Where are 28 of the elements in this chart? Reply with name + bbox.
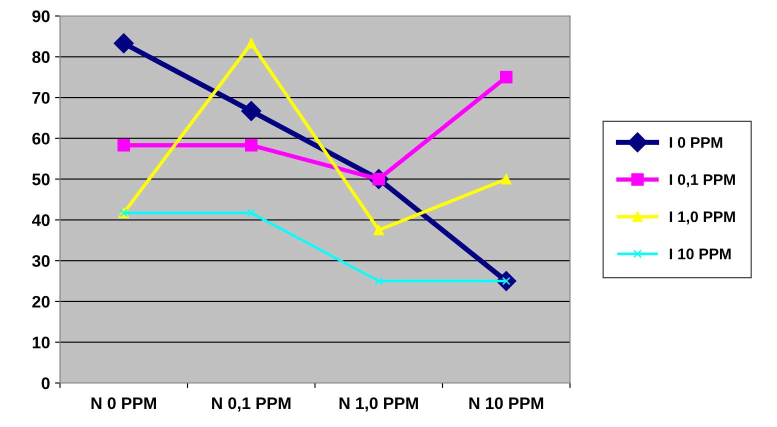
y-tick-label: 50	[32, 174, 50, 186]
point	[374, 276, 383, 286]
point	[245, 139, 258, 152]
x-tick-label: N 0 PPM	[92, 397, 156, 410]
y-tick-label: 70	[32, 92, 50, 104]
point	[241, 100, 262, 122]
y-tick-label: 10	[32, 336, 50, 348]
legend-label: I 10 PPM	[670, 248, 731, 260]
point	[114, 33, 134, 54]
legend-label: I 0 PPM	[670, 137, 722, 148]
y-tick-label: 0	[42, 377, 50, 390]
point	[374, 224, 384, 236]
point	[501, 174, 512, 184]
point	[247, 208, 256, 218]
y-tick-label: 80	[32, 51, 50, 63]
legend-label: I 1,0 PPM	[670, 211, 735, 224]
x-tick-label: N 0,1 PPM	[212, 397, 290, 412]
y-tick-label: 90	[32, 10, 50, 22]
x-tick-label: N 1,0 PPM	[340, 397, 418, 412]
legend-label: I 0,1 PPM	[670, 174, 735, 188]
x-tick-label: N 10 PPM	[469, 397, 544, 410]
y-tick-label: 20	[32, 296, 50, 308]
y-tick-label: 60	[32, 132, 50, 145]
point	[118, 139, 130, 152]
y-tick-label: 40	[32, 214, 50, 226]
point	[500, 70, 512, 84]
y-tick-label: 30	[32, 255, 50, 267]
point	[246, 38, 256, 49]
